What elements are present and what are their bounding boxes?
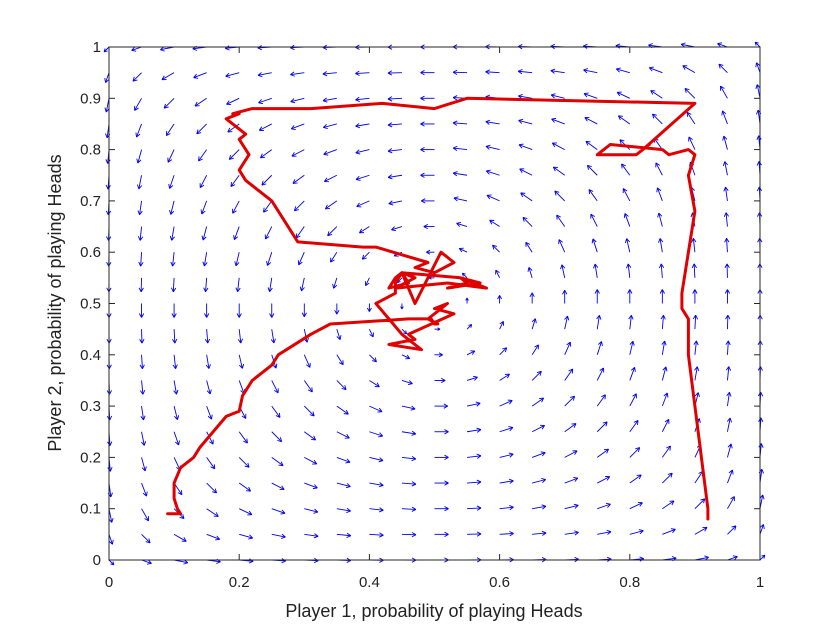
y-tick-label: 1 [93, 39, 101, 56]
y-tick-label: 0.7 [80, 193, 101, 210]
y-tick-label: 0.4 [80, 347, 101, 364]
x-tick-label: 1 [756, 574, 764, 591]
x-tick-label: 0 [105, 574, 113, 591]
y-tick-label: 0 [93, 552, 101, 569]
y-tick-label: 0.5 [80, 296, 101, 313]
x-tick-label: 0.2 [229, 574, 250, 591]
y-tick-label: 0.3 [80, 398, 101, 415]
x-tick-label: 0.8 [619, 574, 640, 591]
y-tick-label: 0.6 [80, 244, 101, 261]
y-tick-label: 0.2 [80, 449, 101, 466]
y-tick-label: 0.8 [80, 142, 101, 159]
x-tick-label: 0.6 [489, 574, 510, 591]
y-tick-label: 0.1 [80, 501, 101, 518]
x-axis-label: Player 1, probability of playing Heads [285, 601, 582, 621]
x-tick-label: 0.4 [359, 574, 380, 591]
y-tick-label: 0.9 [80, 90, 101, 107]
y-axis-label: Player 2, probability of playing Heads [45, 154, 65, 451]
